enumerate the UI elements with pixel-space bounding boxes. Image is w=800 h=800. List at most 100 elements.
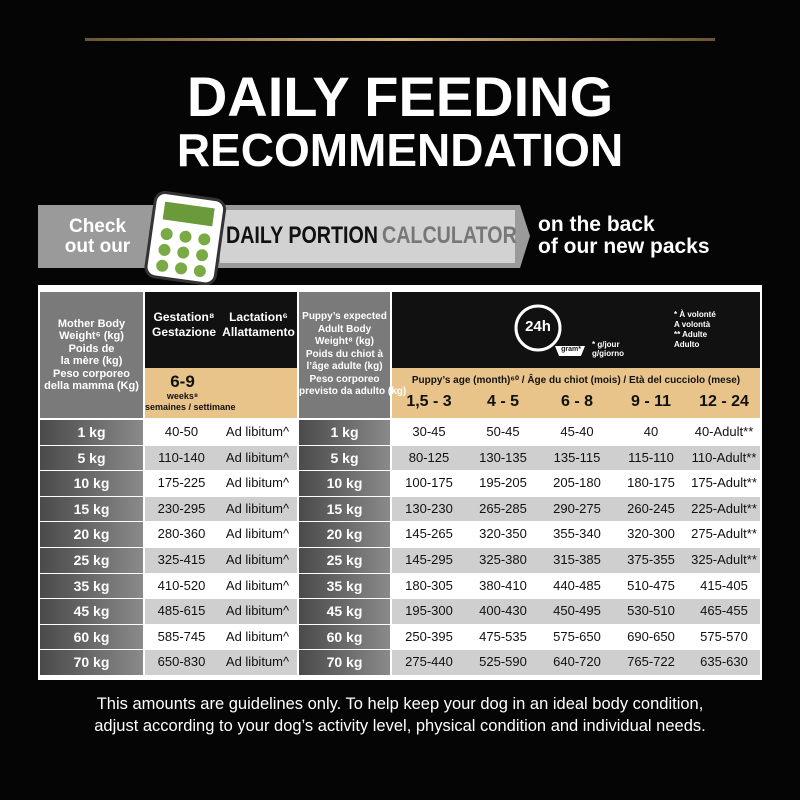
cell: Ad libitum^: [218, 650, 297, 675]
cell: Ad libitum^: [218, 445, 297, 471]
puppy-weight: 25 kg: [299, 548, 390, 573]
legend-line: Adulto: [674, 340, 700, 349]
cell: Ad libitum^: [218, 573, 297, 599]
cell: 130-135: [466, 445, 540, 471]
gestation-header-line: Gestation⁸: [153, 310, 215, 324]
cell: Ad libitum^: [218, 471, 297, 496]
mother-weight: 25 kg: [40, 548, 143, 573]
age-band: [392, 368, 760, 418]
banner-check-line: out our: [64, 236, 131, 257]
mother-weight: 10 kg: [40, 471, 143, 496]
legend-line: A volontà: [674, 320, 711, 329]
cell: 765-722: [614, 650, 688, 675]
weeks-bg: [145, 368, 297, 418]
cell: 145-265: [392, 522, 466, 547]
gest-head-bg: [145, 292, 297, 368]
legend-line: * À volonté: [674, 310, 716, 319]
banner-side: on the back of our new packs: [538, 210, 758, 262]
mother-head-bg: [40, 292, 143, 418]
banner-side-line: of our new packs: [538, 235, 710, 258]
cell: 175-225: [145, 471, 218, 496]
puppy-weight: 70 kg: [299, 650, 390, 675]
banner-side-line: on the back: [538, 213, 655, 236]
puppy-weight: 60 kg: [299, 624, 390, 650]
cell: 325-Adult**: [688, 548, 760, 573]
cell: 485-615: [145, 599, 218, 624]
icon-note-line: * g/jour: [592, 340, 620, 349]
puppy-header-line: Adult Body: [317, 323, 372, 335]
cell: 30-45: [392, 420, 466, 445]
gestation-header: Gestation⁸ Gestazione: [148, 305, 220, 345]
puppy-weight: 20 kg: [299, 522, 390, 547]
clock-icon: [514, 304, 562, 352]
cell: 465-455: [688, 599, 760, 624]
puppy-header-line: previsto da adulto (kg): [299, 386, 407, 398]
cell: 275-Adult**: [688, 522, 760, 547]
age-column: 4 - 5: [486, 393, 519, 410]
cell: 325-380: [466, 548, 540, 573]
cell: 635-630: [688, 650, 760, 675]
mother-header-line: Weight⁶ (kg): [59, 330, 124, 342]
mother-weight: 15 kg: [40, 496, 143, 522]
cell: 325-415: [145, 548, 218, 573]
puppy-header: Puppy’s expected Adult Body Weight⁸ (kg) Po…: [299, 294, 407, 416]
cell: 690-650: [614, 624, 688, 650]
cell: 475-535: [466, 624, 540, 650]
age-header: Puppy’s age (month)⁶⁰ / Âge du chiot (mo…: [411, 375, 741, 386]
cell: 320-300: [614, 522, 688, 547]
cell: 145-295: [392, 548, 466, 573]
cell: 195-300: [392, 599, 466, 624]
cell: 290-275: [540, 496, 614, 522]
cell: 450-495: [540, 599, 614, 624]
cell: 100-175: [392, 471, 466, 496]
mother-weight: 70 kg: [40, 650, 143, 675]
legend-line: ** Adulte: [674, 330, 708, 339]
puppy-header-line: l’âge adulte (kg): [306, 361, 383, 373]
age-column: 9 - 11: [630, 393, 672, 410]
title-line: DAILY FEEDING: [186, 65, 614, 128]
cell: 260-245: [614, 496, 688, 522]
cell: 205-180: [540, 471, 614, 496]
cell: 175-Adult**: [688, 471, 760, 496]
banner-label-1: DAILY PORTION: [226, 222, 379, 249]
cell: 320-350: [466, 522, 540, 547]
cell: 40-50: [145, 420, 218, 445]
cell: 45-40: [540, 420, 614, 445]
lactation-header-line: Allattamento: [222, 325, 295, 339]
mother-header-line: Poids de: [68, 342, 115, 355]
cell: 50-45: [466, 420, 540, 445]
cell: Ad libitum^: [218, 496, 297, 522]
puppy-weight: 15 kg: [299, 496, 390, 522]
footer: This amounts are guidelines only. To hel…: [0, 690, 800, 740]
gold-rule: [85, 38, 715, 41]
cell: Ad libitum^: [218, 548, 297, 573]
age-column: 1,5 - 3: [406, 393, 452, 410]
cell: 275-440: [392, 650, 466, 675]
icon-note: * g/jour g/giorno: [592, 338, 642, 360]
cell: 585-745: [145, 624, 218, 650]
cell: 40-Adult**: [688, 420, 760, 445]
cell: 80-125: [392, 445, 466, 471]
calculator-icon: [144, 191, 227, 286]
cell: 575-650: [540, 624, 614, 650]
puppy-weight: 5 kg: [299, 445, 390, 471]
mother-weight: 1 kg: [40, 420, 143, 445]
cell: Ad libitum^: [218, 624, 297, 650]
cell: 115-110: [614, 445, 688, 471]
cell: 410-520: [145, 573, 218, 599]
cell: Ad libitum^: [218, 420, 297, 445]
cell: 180-305: [392, 573, 466, 599]
cell: 525-590: [466, 650, 540, 675]
cell: 265-285: [466, 496, 540, 522]
cell: 110-Adult**: [688, 445, 760, 471]
gestation-header-line: Gestazione: [151, 325, 217, 339]
icon-gram: gram*: [561, 346, 581, 353]
cell: 110-140: [145, 445, 218, 471]
mother-weight: 60 kg: [40, 624, 143, 650]
cell: 380-410: [466, 573, 540, 599]
cell: 135-115: [540, 445, 614, 471]
puppy-header-line: Peso corporeo: [309, 373, 380, 385]
icon-24h: 24h: [525, 318, 551, 335]
mother-weight: 35 kg: [40, 573, 143, 599]
